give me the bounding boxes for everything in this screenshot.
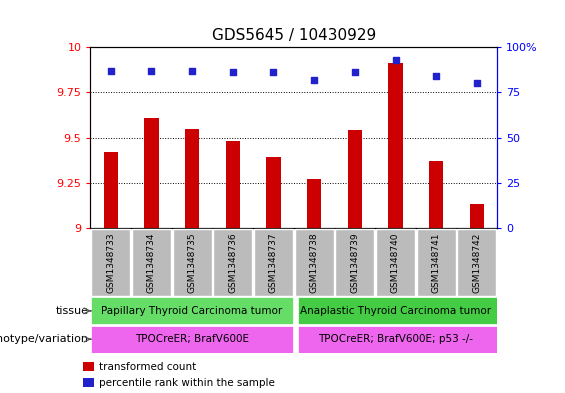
Bar [185, 129, 199, 228]
Point [432, 73, 441, 79]
Point [106, 68, 115, 74]
Bar [144, 118, 159, 228]
Bar [91, 229, 131, 296]
Text: GSM1348740: GSM1348740 [391, 232, 400, 292]
Text: Anaplastic Thyroid Carcinoma tumor: Anaplastic Thyroid Carcinoma tumor [300, 306, 491, 316]
Text: GSM1348737: GSM1348737 [269, 232, 278, 293]
Bar [172, 229, 212, 296]
Text: GSM1348738: GSM1348738 [310, 232, 319, 293]
Text: genotype/variation: genotype/variation [0, 334, 88, 344]
Bar [335, 229, 375, 296]
Bar [457, 229, 497, 296]
Bar [103, 152, 118, 228]
Bar [429, 161, 444, 228]
Bar [388, 63, 403, 228]
Bar [266, 158, 281, 228]
Bar [294, 229, 334, 296]
Bar [307, 179, 321, 228]
Text: GSM1348733: GSM1348733 [106, 232, 115, 293]
Bar [254, 229, 293, 296]
Text: transformed count: transformed count [99, 362, 196, 372]
Title: GDS5645 / 10430929: GDS5645 / 10430929 [212, 28, 376, 43]
Bar [225, 141, 240, 228]
Text: TPOCreER; BrafV600E; p53 -/-: TPOCreER; BrafV600E; p53 -/- [318, 334, 473, 344]
Point [188, 68, 197, 74]
Point [228, 69, 237, 75]
Text: GSM1348742: GSM1348742 [472, 232, 481, 292]
Bar [347, 130, 362, 228]
Text: GSM1348736: GSM1348736 [228, 232, 237, 293]
Point [350, 69, 359, 75]
Text: GSM1348739: GSM1348739 [350, 232, 359, 293]
Point [310, 77, 319, 83]
Point [269, 69, 278, 75]
Bar [83, 378, 94, 387]
Text: GSM1348741: GSM1348741 [432, 232, 441, 292]
Bar [376, 229, 415, 296]
Text: Papillary Thyroid Carcinoma tumor: Papillary Thyroid Carcinoma tumor [102, 306, 282, 316]
Bar [83, 362, 94, 371]
Bar [470, 204, 484, 228]
Bar [298, 297, 498, 325]
Text: percentile rank within the sample: percentile rank within the sample [99, 378, 275, 387]
Bar [213, 229, 253, 296]
Point [391, 57, 400, 63]
Bar [91, 325, 293, 353]
Text: GSM1348735: GSM1348735 [188, 232, 197, 293]
Point [472, 80, 481, 86]
Text: GSM1348734: GSM1348734 [147, 232, 156, 292]
Text: tissue: tissue [55, 306, 88, 316]
Bar [91, 297, 293, 325]
Bar [298, 325, 498, 353]
Bar [132, 229, 171, 296]
Point [147, 68, 156, 74]
Bar [416, 229, 456, 296]
Text: TPOCreER; BrafV600E: TPOCreER; BrafV600E [135, 334, 249, 344]
